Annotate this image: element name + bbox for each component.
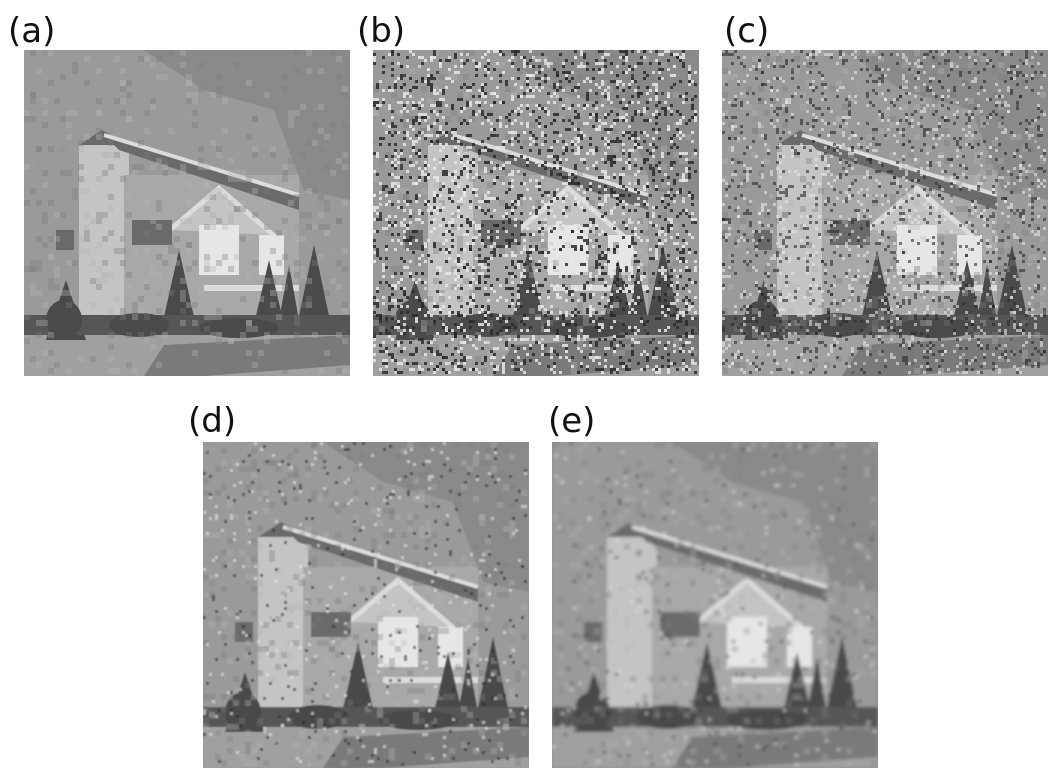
window-dark [132,220,172,245]
image-restored-1 [203,442,529,768]
tower-wall [607,537,657,722]
noise-layer [552,442,876,766]
window-tower [754,230,772,250]
base-trim [553,285,648,291]
cloud-shadow [144,50,350,200]
image-restored-2 [552,442,878,768]
bush [46,300,82,340]
panel-e-scene [552,442,878,768]
tree [161,250,197,330]
base-trim [383,677,478,683]
cloud-shadow [842,50,1048,200]
tree [628,265,648,320]
tree [807,657,827,712]
panel-label-e: (e) [548,401,596,441]
gable [353,582,448,627]
noise-layer [373,50,697,374]
main-roof [104,135,299,210]
gable-trim [162,184,281,242]
window-side [259,235,284,275]
image-noisy-medium [722,50,1048,376]
roof-trim [103,133,300,197]
smoothed-group [203,442,529,768]
gable-trim [860,184,979,242]
gable [174,190,269,235]
tree [255,260,283,320]
roof-trim [452,133,649,197]
panel-a-scene [24,50,350,376]
bush [109,313,169,337]
tower-wall [258,537,308,722]
tree [279,265,299,320]
tower-wall [79,145,129,330]
quantize-texture [24,50,348,374]
tree [475,637,511,722]
noise-layer [722,50,1046,374]
gable-trim [341,576,460,634]
ground-shadow [144,335,350,376]
base-trim [732,677,827,683]
gable-trim [511,184,630,242]
main-roof [283,527,478,602]
window-tower [56,230,74,250]
panel-label-a: (a) [8,11,56,51]
cloud-shadow [672,442,878,592]
image-noisy-strong [373,50,699,376]
bush [727,710,807,730]
noise-layer [203,442,527,766]
base-trim [902,285,997,291]
bush [807,313,867,337]
panel-label-c: (c) [724,11,770,51]
base-trim [204,285,299,291]
window-main [199,225,239,275]
window-main [378,617,418,667]
bush [199,318,279,338]
window-tower [584,622,602,642]
tree [645,245,681,330]
panel-label-d: (d) [188,401,237,441]
panel-label-b: (b) [357,11,406,51]
image-original [24,50,350,376]
tree [296,245,332,330]
ground-shadow [323,727,529,768]
roof-trim [631,525,828,589]
smoothed-group [552,442,878,768]
